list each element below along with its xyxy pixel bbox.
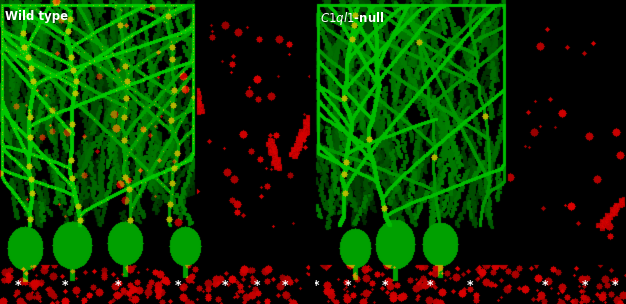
Text: *: * [612, 278, 618, 292]
Text: *: * [313, 278, 319, 292]
Text: *: * [282, 278, 288, 292]
Text: *: * [345, 278, 351, 292]
Text: *: * [175, 278, 182, 292]
Text: *: * [467, 278, 473, 292]
Text: *: * [222, 278, 228, 292]
Text: *: * [382, 278, 388, 292]
Text: *: * [115, 278, 121, 292]
Text: *: * [254, 278, 260, 292]
Text: *: * [427, 278, 433, 292]
Text: *: * [582, 278, 588, 292]
Text: *: * [15, 278, 21, 292]
Text: Wild type: Wild type [5, 10, 68, 23]
Text: $\it{C1ql1}$-null: $\it{C1ql1}$-null [320, 10, 384, 27]
Text: *: * [541, 278, 548, 292]
Text: *: * [62, 278, 68, 292]
